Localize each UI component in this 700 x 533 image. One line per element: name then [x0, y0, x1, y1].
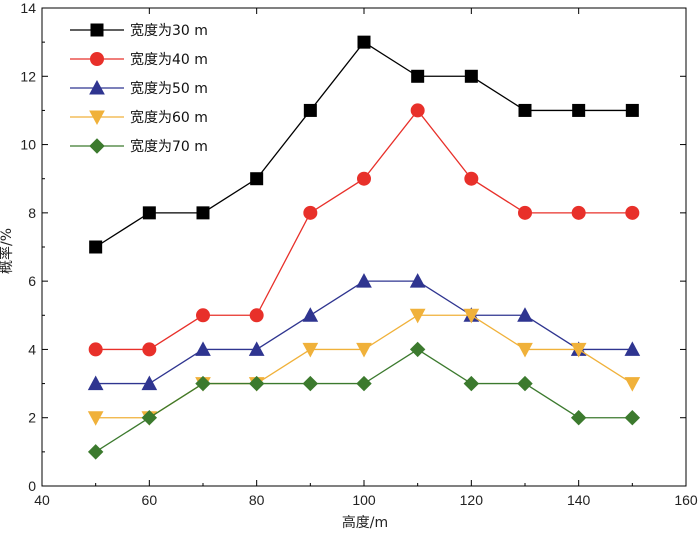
data-point — [571, 205, 586, 220]
series-1 — [89, 35, 639, 254]
data-point — [142, 206, 156, 220]
data-point — [572, 103, 586, 117]
data-point — [250, 172, 264, 186]
x-tick-label: 40 — [34, 492, 50, 508]
data-point — [464, 171, 479, 186]
legend-marker — [89, 110, 105, 126]
data-point — [357, 35, 371, 49]
legend-label: 宽度为60 m — [130, 109, 208, 126]
x-tick-label: 60 — [142, 492, 158, 508]
data-point — [411, 69, 425, 83]
series-line — [95, 348, 633, 453]
data-point — [517, 342, 533, 358]
data-point — [303, 205, 318, 220]
legend-marker — [90, 52, 104, 66]
y-tick-label: 14 — [20, 0, 36, 16]
data-point — [195, 341, 211, 356]
legend-marker — [90, 23, 104, 37]
data-point — [409, 273, 426, 288]
data-point — [463, 308, 480, 324]
data-point — [518, 103, 532, 117]
legend-item: 宽度为70 m — [70, 138, 208, 155]
data-point — [410, 103, 425, 118]
x-tick-label: 120 — [460, 492, 484, 508]
data-point — [195, 375, 211, 392]
plot-frame — [41, 7, 687, 487]
legend-label: 宽度为70 m — [130, 138, 208, 155]
y-axis-title: 概率/% — [0, 228, 15, 274]
x-tick-label: 100 — [352, 492, 376, 508]
data-point — [302, 307, 319, 322]
data-point — [463, 375, 480, 392]
series-4 — [87, 308, 641, 426]
y-tick-label: 0 — [28, 478, 36, 494]
data-point — [87, 375, 104, 391]
data-point — [517, 307, 533, 322]
series-2 — [88, 103, 640, 357]
y-tick-label: 8 — [28, 205, 36, 221]
legend-label: 宽度为40 m — [130, 51, 208, 68]
data-point — [624, 410, 641, 426]
data-point — [303, 103, 317, 117]
data-point — [196, 308, 210, 323]
data-point — [357, 171, 371, 186]
data-point — [464, 69, 478, 83]
data-point — [356, 375, 372, 392]
y-tick-label: 10 — [20, 137, 36, 153]
y-tick-label: 4 — [28, 341, 36, 357]
series-3 — [87, 273, 641, 391]
data-point — [624, 341, 641, 356]
data-point — [249, 308, 264, 323]
y-tick-label: 2 — [28, 410, 36, 426]
data-point — [248, 341, 265, 356]
data-point — [87, 444, 104, 460]
data-point — [570, 342, 587, 358]
data-point — [625, 205, 640, 220]
data-point — [356, 273, 372, 288]
legend-label: 宽度为50 m — [130, 80, 208, 97]
data-point — [409, 341, 426, 358]
data-point — [88, 342, 103, 357]
data-point — [302, 342, 319, 358]
data-point — [356, 342, 372, 358]
y-tick-label: 6 — [28, 273, 36, 289]
data-point — [89, 240, 103, 254]
data-point — [409, 308, 426, 324]
x-axis-title: 高度/m — [342, 514, 388, 531]
data-point — [248, 375, 265, 392]
data-point — [142, 342, 157, 357]
data-point — [141, 375, 158, 391]
legend-marker — [89, 79, 105, 95]
legend-item: 宽度为40 m — [70, 51, 208, 68]
data-point — [87, 411, 104, 426]
data-point — [625, 103, 639, 117]
x-tick-label: 80 — [249, 492, 265, 508]
data-point — [196, 206, 210, 220]
legend-item: 宽度为50 m — [70, 79, 208, 97]
x-tick-label: 160 — [674, 492, 698, 508]
series-5 — [87, 341, 641, 460]
legend-label: 宽度为30 m — [130, 22, 208, 39]
legend-item: 宽度为30 m — [70, 22, 208, 39]
y-tick-label: 12 — [20, 68, 36, 84]
data-point — [141, 410, 158, 426]
x-tick-label: 140 — [567, 492, 591, 508]
data-point — [518, 205, 532, 220]
data-point — [302, 375, 319, 392]
data-point — [624, 377, 641, 392]
legend-item: 宽度为60 m — [70, 109, 208, 126]
legend-marker — [89, 138, 105, 154]
data-point — [570, 410, 587, 426]
legend: 宽度为30 m 宽度为40 m 宽度为50 m 宽度为60 m 宽度为70 m — [70, 22, 208, 155]
data-point — [517, 375, 533, 392]
